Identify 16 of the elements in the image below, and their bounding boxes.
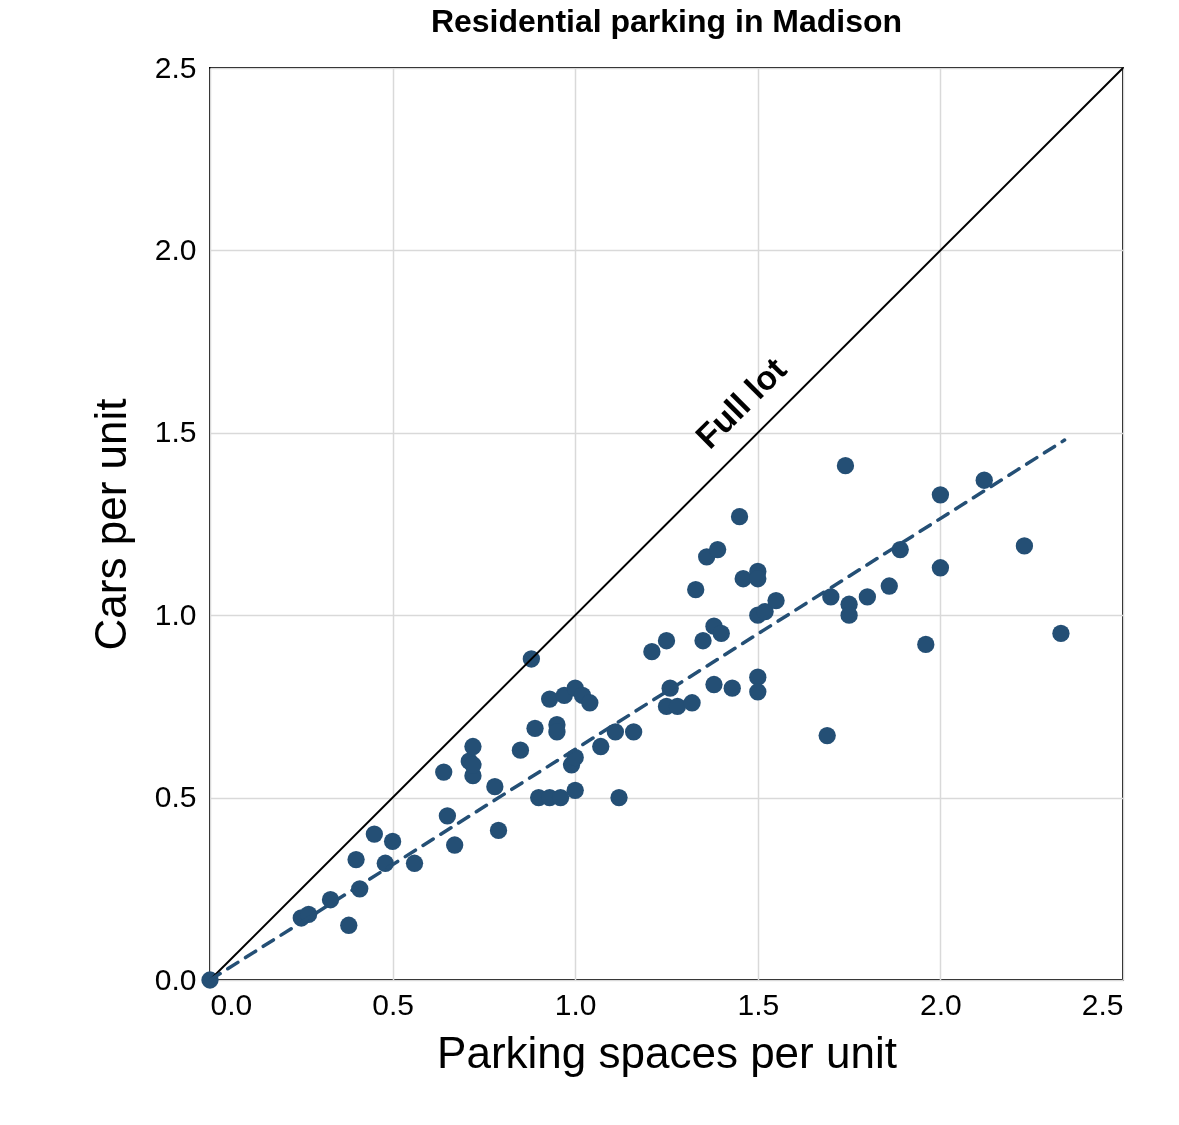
y-tick-label: 1.0 bbox=[154, 597, 197, 631]
y-tick-label: 1.5 bbox=[154, 415, 197, 449]
x-tick-label: 0.0 bbox=[210, 987, 253, 1021]
x-tick-label: 1.5 bbox=[737, 987, 780, 1021]
y-axis-title: Cars per unit bbox=[85, 398, 135, 651]
y-tick-label: 0.0 bbox=[154, 962, 197, 996]
y-tick-label: 0.5 bbox=[154, 780, 197, 814]
y-tick-label: 2.5 bbox=[154, 50, 197, 84]
annotation: Full lot bbox=[687, 349, 794, 456]
y-tick-label: 2.0 bbox=[154, 232, 197, 266]
x-tick-label: 2.5 bbox=[1081, 987, 1124, 1021]
x-tick-label: 1.0 bbox=[554, 987, 597, 1021]
x-tick-label: 0.5 bbox=[372, 987, 414, 1021]
x-tick-label: 2.0 bbox=[920, 987, 962, 1021]
x-axis-title: Parking spaces per unit bbox=[437, 1027, 897, 1077]
chart-title: Residential parking in Madison bbox=[430, 3, 903, 39]
